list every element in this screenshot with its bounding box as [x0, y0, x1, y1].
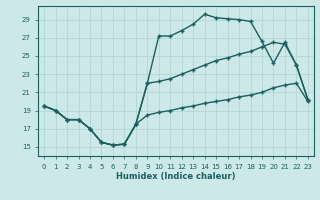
X-axis label: Humidex (Indice chaleur): Humidex (Indice chaleur)	[116, 172, 236, 181]
